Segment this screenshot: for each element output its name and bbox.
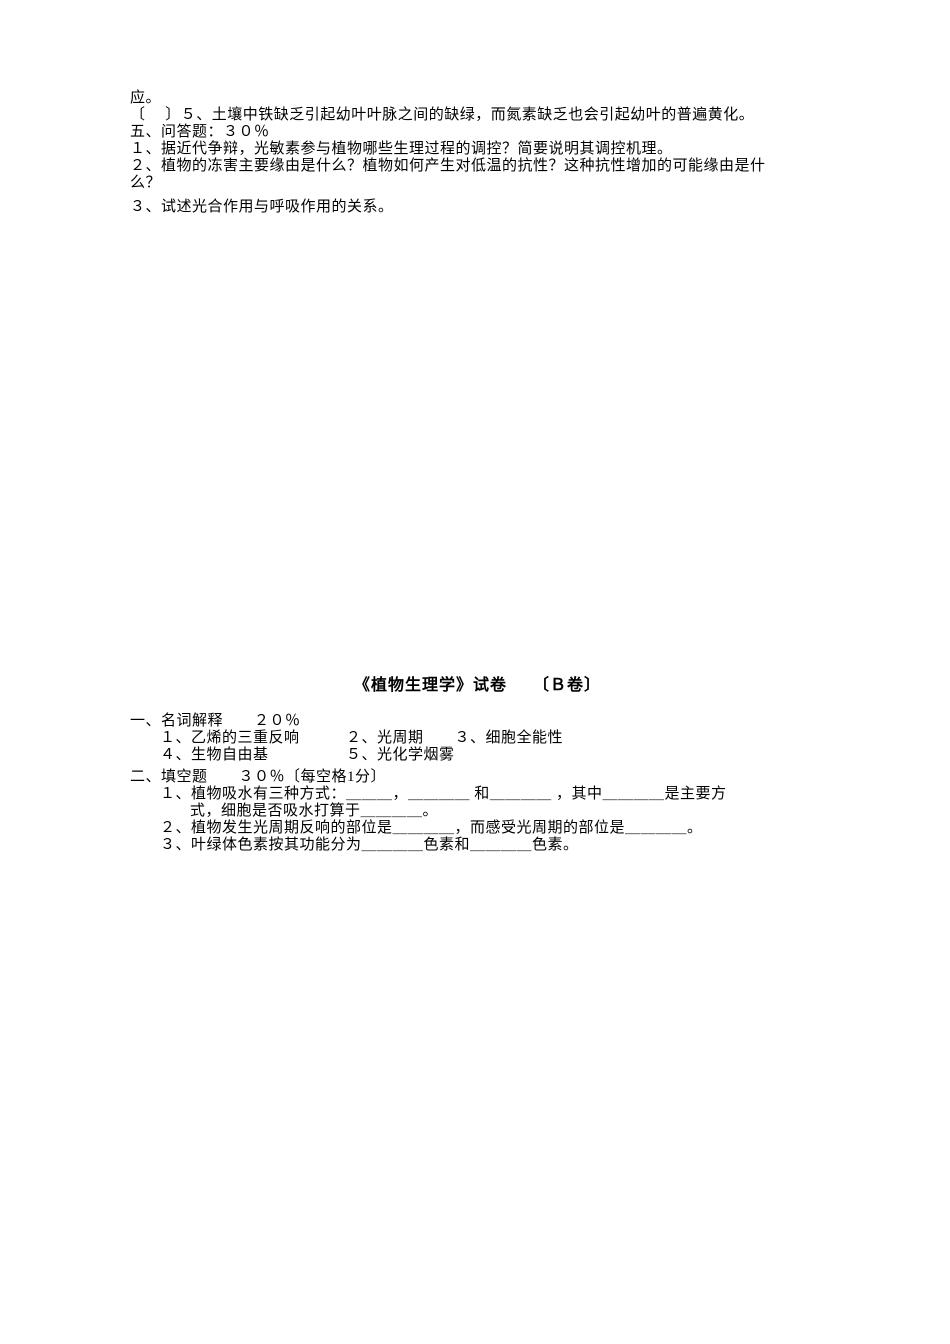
terms-row-1: １、乙烯的三重反响 ２、光周期 ３、细胞全能性 (130, 730, 825, 747)
question-1: １、据近代争辩，光敏素参与植物哪些生理过程的调控？简要说明其调控机理。 (130, 141, 825, 158)
question-3: ３、试述光合作用与呼吸作用的关系。 (130, 199, 825, 216)
terms-row-2: ４、生物自由基 ５、光化学烟雾 (130, 747, 825, 764)
line-ying: 应。 (130, 90, 825, 107)
exam-title-b: 《植物生理学》试卷 〔Ｂ卷〕 (130, 671, 825, 695)
heading-blanks: 二、填空题 ３０％〔每空格1分〕 (130, 769, 825, 786)
blank-1-line2: 式，细胞是否吸水打算于＿＿＿＿。 (130, 803, 825, 820)
blank-2: ２、植物发生光周期反响的部位是＿＿＿＿，而感受光周期的部位是＿＿＿＿。 (130, 820, 825, 837)
question-2-line2: 么？ (130, 175, 825, 192)
question-2-line1: ２、植物的冻害主要缘由是什么？植物如何产生对低温的抗性？这种抗性增加的可能缘由是… (130, 158, 825, 175)
heading-five: 五、问答题：３０％ (130, 124, 825, 141)
section-b: 《植物生理学》试卷 〔Ｂ卷〕 一、名词解释 ２０％ １、乙烯的三重反响 ２、光周… (130, 671, 825, 854)
heading-terms: 一、名词解释 ２０％ (130, 713, 825, 730)
section-a: 应。 〔 〕５、土壤中铁缺乏引起幼叶叶脉之间的缺绿，而氮素缺乏也会引起幼叶的普遍… (130, 90, 825, 216)
blank-1-line1: １、植物吸水有三种方式：＿＿＿，＿＿＿＿ 和＿＿＿＿ ，其中＿＿＿＿是主要方 (130, 786, 825, 803)
blank-3: ３、叶绿体色素按其功能分为＿＿＿＿色素和＿＿＿＿色素。 (130, 837, 825, 854)
question-5-judge: 〔 〕５、土壤中铁缺乏引起幼叶叶脉之间的缺绿，而氮素缺乏也会引起幼叶的普遍黄化。 (130, 107, 825, 124)
